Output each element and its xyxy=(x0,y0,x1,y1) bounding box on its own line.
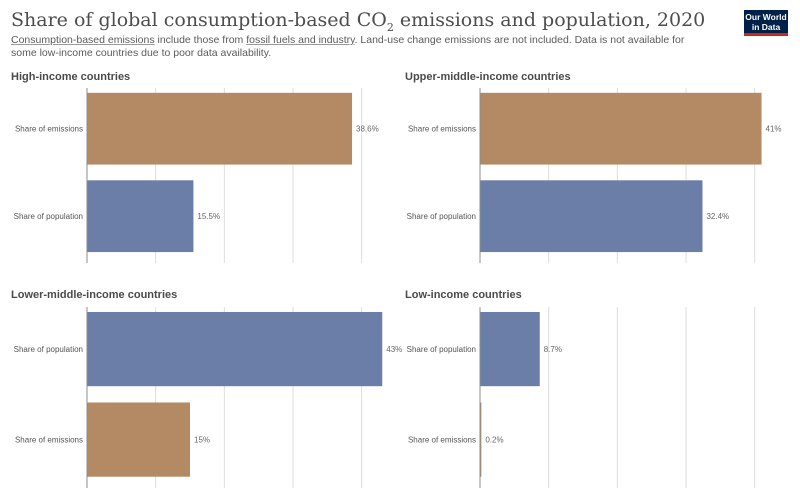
facet-title: Low-income countries xyxy=(405,289,522,301)
owid-logo[interactable]: Our World in Data xyxy=(744,10,788,36)
consumption-emissions-link[interactable]: Consumption-based emissions xyxy=(11,34,155,46)
bar xyxy=(480,402,482,477)
value-label: 38.6% xyxy=(356,125,379,134)
bar xyxy=(480,311,540,387)
facet-title: High-income countries xyxy=(11,71,130,83)
chart-title: Share of global consumption-based CO2 em… xyxy=(11,9,706,34)
value-label: 15.5% xyxy=(197,212,220,221)
bar xyxy=(87,92,353,165)
facet-title: Lower-middle-income countries xyxy=(11,289,177,301)
bar xyxy=(87,311,383,387)
value-label: 43% xyxy=(386,345,402,354)
value-label: 0.2% xyxy=(485,436,503,445)
bar xyxy=(480,180,703,253)
category-label: Share of emissions xyxy=(15,436,83,445)
value-label: 32.4% xyxy=(706,212,729,221)
value-label: 41% xyxy=(766,125,782,134)
category-label: Share of emissions xyxy=(15,125,83,134)
fossil-fuels-link[interactable]: fossil fuels and industry xyxy=(246,34,355,46)
category-label: Share of emissions xyxy=(408,436,476,445)
category-label: Share of population xyxy=(14,212,83,221)
facet-title: Upper-middle-income countries xyxy=(405,71,571,83)
category-label: Share of population xyxy=(407,345,476,354)
chart-subtitle: Consumption-based emissions include thos… xyxy=(11,34,685,59)
bar xyxy=(87,180,194,253)
category-label: Share of population xyxy=(407,212,476,221)
value-label: 15% xyxy=(194,436,210,445)
category-label: Share of emissions xyxy=(408,125,476,134)
value-label: 8.7% xyxy=(544,345,562,354)
bar xyxy=(480,92,762,165)
category-label: Share of population xyxy=(14,345,83,354)
bar xyxy=(87,402,190,477)
